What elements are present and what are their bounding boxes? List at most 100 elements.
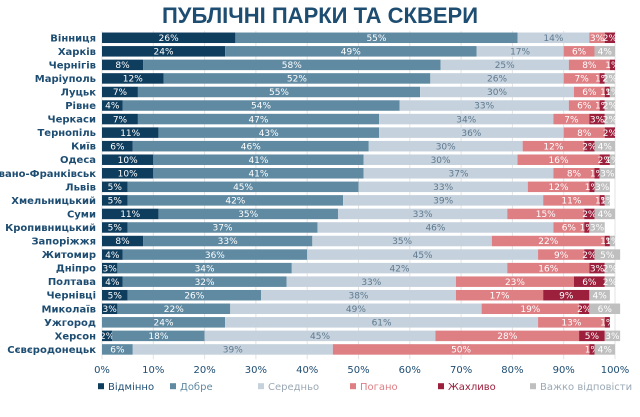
data-label: 2%	[603, 129, 618, 139]
data-label: 30%	[487, 88, 507, 98]
bar-segment	[476, 46, 564, 57]
data-label: 1%	[605, 237, 620, 247]
bar-segment	[604, 127, 615, 138]
data-label: 2%	[603, 102, 618, 112]
bar-segment	[599, 195, 605, 206]
bar-segment	[153, 168, 364, 179]
bar-segment	[117, 303, 231, 315]
data-label: 3%	[605, 332, 620, 342]
bar-segment	[102, 208, 159, 220]
data-label: 58%	[282, 61, 302, 71]
data-label: 45%	[310, 332, 330, 342]
bar-segment	[102, 46, 226, 57]
data-label: 34%	[195, 264, 215, 274]
bar-segment	[102, 249, 123, 260]
category-label: Кропивницький	[5, 223, 96, 234]
data-label: 4%	[105, 278, 120, 288]
bar-segment	[102, 140, 133, 152]
bar-segment	[230, 303, 482, 315]
x-tick-label: 0%	[94, 365, 110, 376]
data-label: 2%	[603, 264, 618, 274]
bar-segment	[553, 222, 585, 233]
data-label: 8%	[115, 61, 130, 71]
data-label: 8%	[115, 237, 130, 247]
data-label: 1%	[600, 319, 615, 329]
bar-segment	[573, 276, 605, 287]
data-label: 34%	[456, 115, 476, 125]
bar-segment	[543, 195, 600, 206]
data-label: 7%	[575, 75, 590, 85]
data-label: 5%	[108, 224, 123, 234]
bar-segment	[102, 32, 236, 44]
data-label: 55%	[366, 34, 386, 44]
category-label: Рівне	[65, 101, 96, 112]
bar-segment	[102, 222, 128, 233]
x-tick-label: 90%	[553, 365, 575, 376]
data-label: 39%	[223, 346, 243, 356]
bar-segment	[368, 140, 523, 152]
bar-segment	[589, 181, 595, 193]
bar-segment	[143, 59, 441, 71]
bar-segment	[312, 235, 492, 247]
bar-segment	[584, 208, 595, 220]
legend-label: Важко відповісти	[540, 381, 632, 393]
data-label: 30%	[436, 142, 456, 152]
bar-segment	[225, 317, 539, 328]
category-label: Вінниця	[50, 33, 96, 44]
bar-segment	[604, 100, 615, 111]
bar-segment	[112, 330, 205, 342]
data-label: 41%	[248, 169, 268, 179]
bar-segment	[102, 168, 154, 179]
data-label: 14%	[543, 34, 563, 44]
legend-label: Добре	[180, 382, 213, 393]
data-label: 6%	[110, 142, 125, 152]
bar-segment	[594, 208, 615, 220]
data-label: 46%	[425, 224, 445, 234]
bar-segment	[563, 127, 605, 138]
bar-segment	[563, 46, 595, 57]
data-label: 5%	[108, 183, 123, 193]
bar-segment	[589, 32, 605, 44]
data-label: 6%	[577, 102, 592, 112]
data-label: 42%	[390, 264, 410, 274]
bar-segment	[604, 86, 610, 98]
x-tick-label: 80%	[501, 365, 523, 376]
category-label: Житомир	[42, 250, 96, 261]
data-label: 23%	[505, 278, 525, 288]
bar-segment	[102, 330, 113, 342]
x-tick-label: 70%	[450, 365, 472, 376]
bar-segment	[599, 168, 615, 179]
bar-segment	[102, 262, 118, 274]
data-label: 4%	[598, 142, 613, 152]
bar-segment	[102, 73, 164, 84]
bar-segment	[568, 59, 610, 71]
bar-segment	[440, 59, 569, 71]
category-label: Ужгород	[44, 318, 96, 329]
data-label: 7%	[113, 115, 128, 125]
bar-segment	[337, 208, 508, 220]
bar-segment	[102, 86, 138, 98]
data-label: 1%	[595, 75, 610, 85]
data-label: 8%	[577, 129, 592, 139]
category-label: Одеса	[60, 155, 96, 166]
bar-segment	[343, 195, 544, 206]
bar-segment	[122, 276, 287, 287]
category-label: Запоріжжя	[31, 237, 96, 248]
bar-segment	[358, 181, 528, 193]
data-label: 49%	[346, 305, 366, 315]
data-label: 41%	[248, 156, 268, 166]
bar-segment	[455, 276, 574, 287]
bar-segment	[286, 276, 456, 287]
data-label: 6%	[562, 224, 577, 234]
bar-segment	[225, 46, 477, 57]
data-label: 2%	[603, 278, 618, 288]
bar-segment	[579, 330, 605, 342]
bar-segment	[102, 317, 226, 328]
data-label: 2%	[603, 75, 618, 85]
category-label: Львів	[65, 182, 96, 193]
bar-segment	[584, 140, 595, 152]
bar-segment	[102, 181, 128, 193]
category-label: Черкаси	[48, 115, 97, 126]
x-tick-label: 10%	[142, 365, 164, 376]
